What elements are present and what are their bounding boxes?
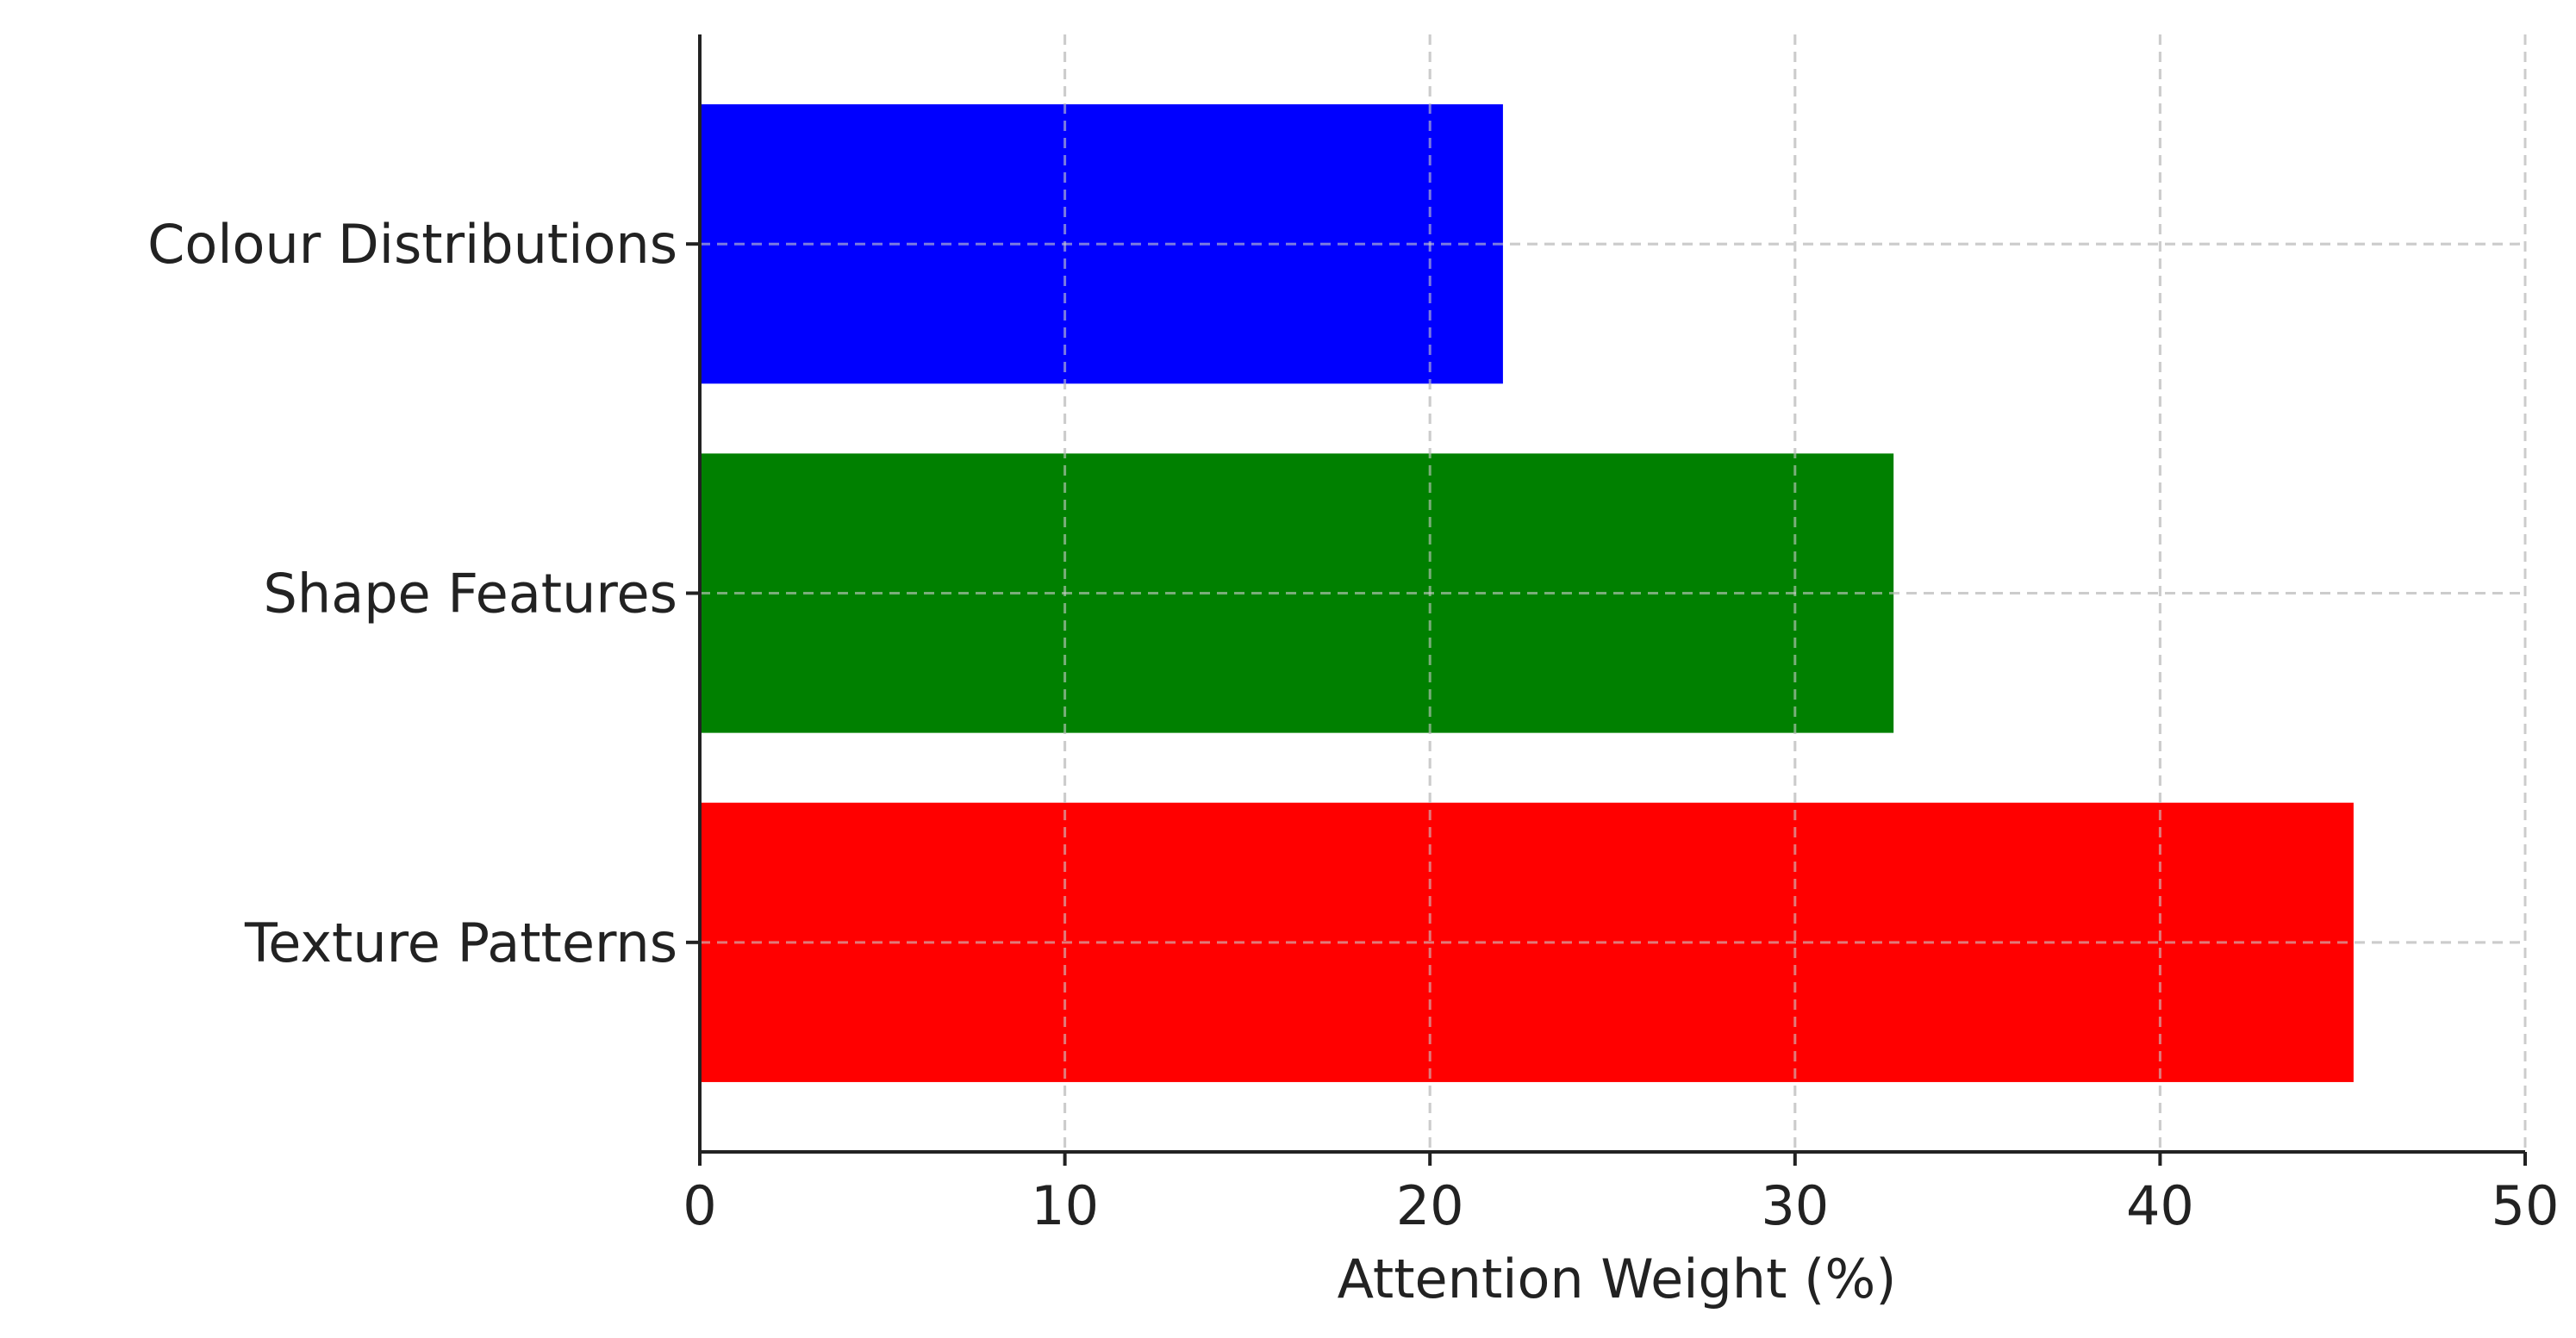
bar-texture-patterns (700, 802, 2354, 1082)
x-axis-title: Attention Weight (%) (1338, 1248, 1897, 1310)
axes-layer (686, 34, 2527, 1166)
y-category-label: Texture Patterns (244, 912, 677, 974)
labels-layer: 0 10 20 30 40 50 Colour Distributions Shape Fea… (147, 213, 2559, 1237)
x-tick-label: 20 (1396, 1174, 1464, 1237)
x-tick-label: 50 (2492, 1174, 2560, 1237)
x-tick-label: 0 (683, 1174, 716, 1237)
y-category-label: Colour Distributions (147, 213, 677, 276)
x-tick-label: 30 (1761, 1174, 1829, 1237)
x-tick-label: 40 (2126, 1174, 2194, 1237)
x-tick-label: 10 (1031, 1174, 1099, 1237)
bars-layer (698, 34, 2527, 1152)
y-category-label: Shape Features (264, 563, 677, 625)
